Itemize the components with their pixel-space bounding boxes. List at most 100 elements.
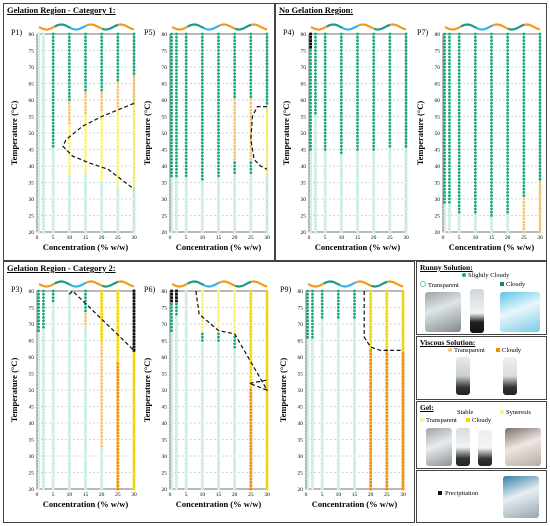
data-point: [323, 167, 327, 171]
data-point: [217, 319, 220, 323]
data-point: [310, 487, 315, 491]
data-point: [200, 332, 204, 336]
data-point: [200, 118, 204, 122]
data-point: [100, 207, 104, 211]
x-tick-label: 30: [403, 235, 409, 241]
data-point: [490, 204, 493, 208]
data-point: [233, 187, 237, 191]
data-point: [200, 371, 204, 376]
data-point: [51, 144, 55, 148]
data-point: [323, 230, 327, 234]
data-point: [388, 62, 392, 66]
data-point: [216, 342, 221, 346]
data-point: [200, 289, 204, 293]
data-point: [200, 451, 204, 455]
data-point: [388, 171, 392, 175]
data-point: [506, 32, 510, 36]
data-point: [320, 338, 324, 343]
data-point: [473, 52, 477, 56]
data-point: [233, 289, 237, 293]
data-point: [401, 448, 405, 451]
y-tick-label: 20: [301, 230, 307, 236]
data-point: [448, 52, 451, 56]
data-point: [51, 378, 55, 382]
y-tick-label: 60: [298, 355, 304, 361]
data-point: [372, 59, 376, 62]
data-point: [404, 167, 408, 171]
data-point: [233, 434, 237, 438]
data-point: [51, 59, 55, 62]
data-point: [369, 474, 373, 478]
data-point: [336, 312, 340, 316]
data-point: [372, 177, 376, 181]
data-point: [42, 289, 45, 293]
data-point: [132, 454, 136, 458]
data-point: [356, 141, 359, 145]
data-point: [448, 62, 451, 66]
data-point: [522, 191, 526, 194]
data-point: [249, 92, 253, 95]
data-point: [306, 371, 310, 376]
data-point: [184, 474, 188, 478]
data-point: [265, 151, 269, 155]
data-point: [200, 85, 204, 89]
data-point: [355, 204, 360, 208]
data-point: [170, 115, 174, 118]
data-point: [310, 434, 315, 438]
data-point: [522, 32, 526, 36]
data-point: [41, 470, 46, 475]
data-point: [522, 101, 526, 105]
y-tick-label: 65: [162, 82, 168, 88]
data-point: [200, 148, 204, 151]
data-point: [170, 108, 174, 112]
data-point: [336, 371, 340, 376]
data-point: [67, 115, 71, 118]
data-point: [175, 75, 178, 79]
data-point: [132, 164, 136, 168]
data-point: [443, 75, 447, 79]
data-point: [132, 428, 136, 431]
data-point: [473, 144, 477, 148]
data-point: [41, 388, 46, 392]
data-point: [313, 187, 318, 191]
data-point: [174, 194, 179, 198]
data-point: [170, 213, 174, 218]
data-point: [67, 441, 71, 445]
data-point: [369, 461, 373, 464]
y-tick-label: 55: [162, 115, 168, 121]
data-point: [51, 408, 55, 412]
data-point: [200, 154, 204, 158]
data-point: [249, 372, 253, 375]
data-point: [309, 42, 313, 46]
data-point: [170, 194, 174, 198]
data-point: [309, 174, 313, 178]
data-point: [37, 447, 41, 451]
x-tick-label: 15: [355, 235, 361, 241]
data-point: [356, 72, 359, 75]
data-point: [51, 141, 55, 145]
data-point: [265, 213, 269, 218]
data-point: [200, 35, 204, 39]
data-point: [473, 82, 477, 85]
data-point: [372, 187, 376, 191]
data-point: [401, 438, 405, 441]
data-point: [116, 349, 120, 352]
x-tick-label: 5: [324, 235, 327, 241]
data-point: [443, 181, 447, 184]
data-point: [309, 52, 313, 56]
data-point: [404, 184, 408, 188]
data-point: [388, 194, 392, 198]
data-point: [448, 45, 451, 49]
data-point: [83, 411, 88, 415]
data-point: [448, 151, 451, 155]
data-point: [306, 325, 310, 329]
data-point: [184, 365, 188, 369]
data-point: [217, 174, 220, 178]
data-point: [67, 164, 71, 168]
data-point: [67, 197, 71, 201]
data-point: [306, 292, 310, 296]
x-tick-label: 30: [537, 235, 543, 241]
data-point: [336, 464, 340, 468]
data-point: [37, 385, 41, 389]
data-point: [100, 131, 104, 135]
